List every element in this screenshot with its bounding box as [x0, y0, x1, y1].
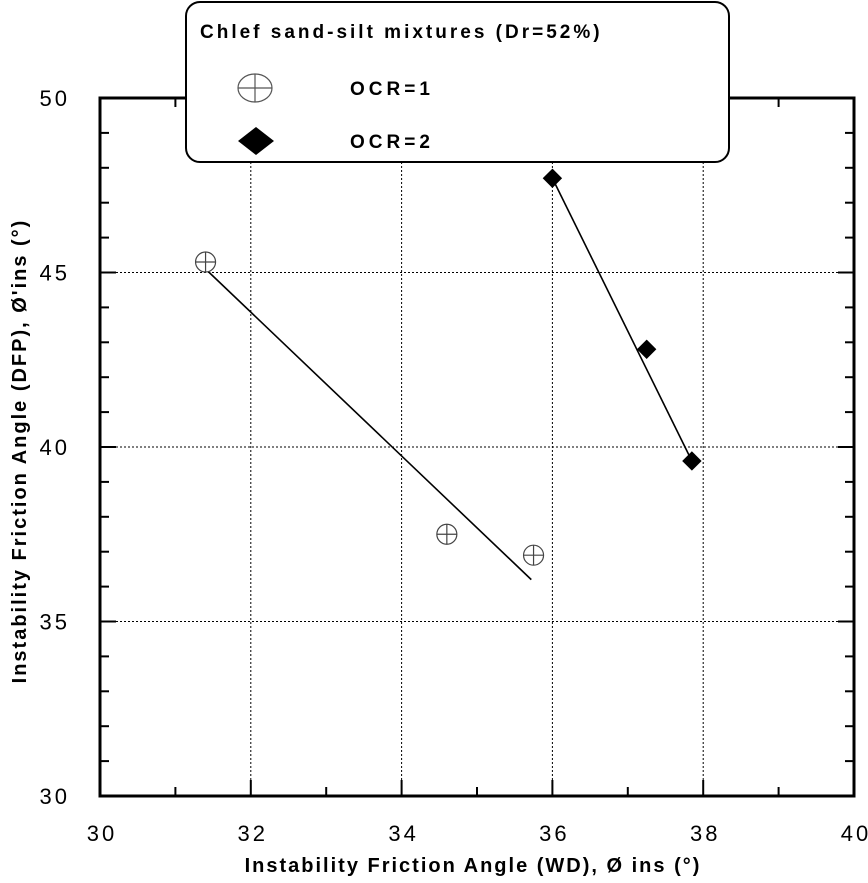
y-tick-label: 30: [40, 784, 70, 809]
trendline: [205, 268, 532, 581]
legend-marker: [237, 73, 273, 103]
trendline: [551, 177, 693, 462]
legend-entry-2: OCR=2: [238, 127, 434, 155]
y-tick-label: 45: [40, 261, 70, 286]
legend-entry-1: OCR=1: [237, 73, 434, 103]
legend-marker: [238, 127, 274, 155]
legend-box: [185, 1, 730, 163]
y-tick-label: 50: [40, 86, 70, 111]
series-1: [194, 251, 545, 581]
x-tick-label: 36: [539, 821, 569, 846]
y-tick-label: 35: [40, 610, 70, 635]
data-point: [436, 523, 458, 545]
legend-label: OCR=1: [350, 79, 434, 100]
x-tick-label: 38: [690, 821, 720, 846]
x-axis-title: Instability Friction Angle (WD), Ø ins (…: [245, 855, 702, 877]
legend-label: OCR=2: [350, 132, 434, 153]
x-tick-label: 34: [388, 821, 418, 846]
data-point: [682, 451, 702, 471]
y-tick-label: 40: [40, 435, 70, 460]
grid-lines: [100, 98, 854, 796]
legend-title: Chlef sand-silt mixtures (Dr=52%): [200, 22, 603, 43]
legend: Chlef sand-silt mixtures (Dr=52%) OCR=1O…: [185, 1, 730, 163]
y-axis-title: Instability Friction Angle (DFP), Ø'ins …: [9, 219, 31, 684]
data-series: [194, 168, 702, 581]
data-point: [194, 251, 217, 273]
tick-labels: 30 32 34 36 38 40 30 35 40 45 50: [40, 86, 868, 846]
series-2: [542, 168, 702, 471]
data-point: [636, 339, 657, 359]
x-tick-label: 30: [87, 821, 117, 846]
x-tick-label: 40: [841, 821, 868, 846]
data-point: [542, 168, 563, 188]
data-point: [522, 544, 545, 566]
x-tick-label: 32: [238, 821, 268, 846]
legend-entries: OCR=1 OCR=2: [237, 73, 434, 155]
